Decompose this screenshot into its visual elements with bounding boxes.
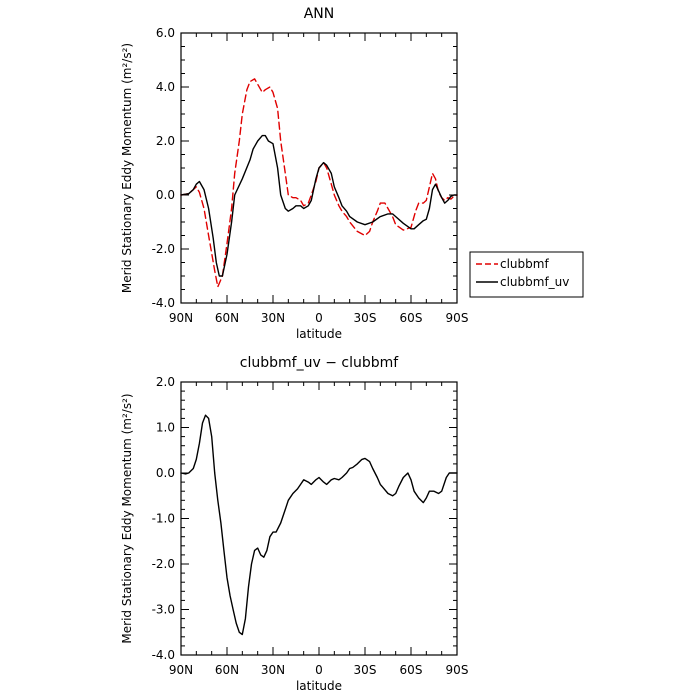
y-tick-label: 0.0 — [156, 188, 175, 202]
plot-frame — [180, 381, 458, 656]
x-tick-label: 90N — [169, 311, 193, 325]
y-tick-label: 4.0 — [156, 80, 175, 94]
x-tick-label: 30S — [354, 663, 377, 677]
chart-panel-1: ANN 90N 60N 30N 0 30S 60S 90S -4.0 -2.0 0.0 2.0 4.0 6… — [120, 6, 584, 341]
legend-box — [469, 251, 584, 298]
x-tick-label: 30N — [261, 663, 285, 677]
y-tick-label: -2.0 — [152, 557, 175, 571]
chart-panel-2: clubbmf_uv − clubbmf 90N 60N 30N 0 30S 60S 90S -… — [120, 355, 468, 693]
x-tick-label: 0 — [315, 311, 323, 325]
legend: clubbmf clubbmf_uv — [469, 251, 584, 298]
x-tick-label: 60N — [215, 663, 239, 677]
series-line-difference — [180, 414, 458, 636]
x-tick-label: 30S — [354, 311, 377, 325]
series-line-clubbmf — [180, 78, 458, 288]
y-axis-label: Merid Stationary Eddy Momentum (m²/s²) — [120, 43, 134, 293]
x-tick-label: 60N — [215, 311, 239, 325]
x-tick-label: 90S — [446, 311, 469, 325]
x-tick-label: 90S — [446, 663, 469, 677]
x-axis-label: latitude — [296, 327, 342, 341]
x-tick-label: 90N — [169, 663, 193, 677]
legend-label-clubbmf_uv: clubbmf_uv — [500, 275, 569, 289]
y-tick-label: 6.0 — [156, 26, 175, 40]
x-tick-label: 60S — [400, 311, 423, 325]
y-tick-label: 0.0 — [156, 466, 175, 480]
chart-title: clubbmf_uv − clubbmf — [240, 355, 399, 371]
legend-label-clubbmf: clubbmf — [500, 257, 549, 271]
y-tick-label: -4.0 — [152, 296, 175, 310]
x-axis-label: latitude — [296, 679, 342, 693]
y-tick-label: -3.0 — [152, 603, 175, 617]
y-tick-label: 1.0 — [156, 421, 175, 435]
x-tick-label: 30N — [261, 311, 285, 325]
y-tick-label: 2.0 — [156, 134, 175, 148]
y-tick-label: -1.0 — [152, 512, 175, 526]
y-tick-label: -2.0 — [152, 242, 175, 256]
x-tick-label: 0 — [315, 663, 323, 677]
series-line-clubbmf_uv — [180, 134, 458, 277]
y-tick-label: -4.0 — [152, 648, 175, 662]
chart-title: ANN — [304, 6, 335, 22]
y-tick-label: 2.0 — [156, 375, 175, 389]
y-axis-label: Merid Stationary Eddy Momentum (m²/s²) — [120, 393, 134, 643]
x-tick-label: 60S — [400, 663, 423, 677]
